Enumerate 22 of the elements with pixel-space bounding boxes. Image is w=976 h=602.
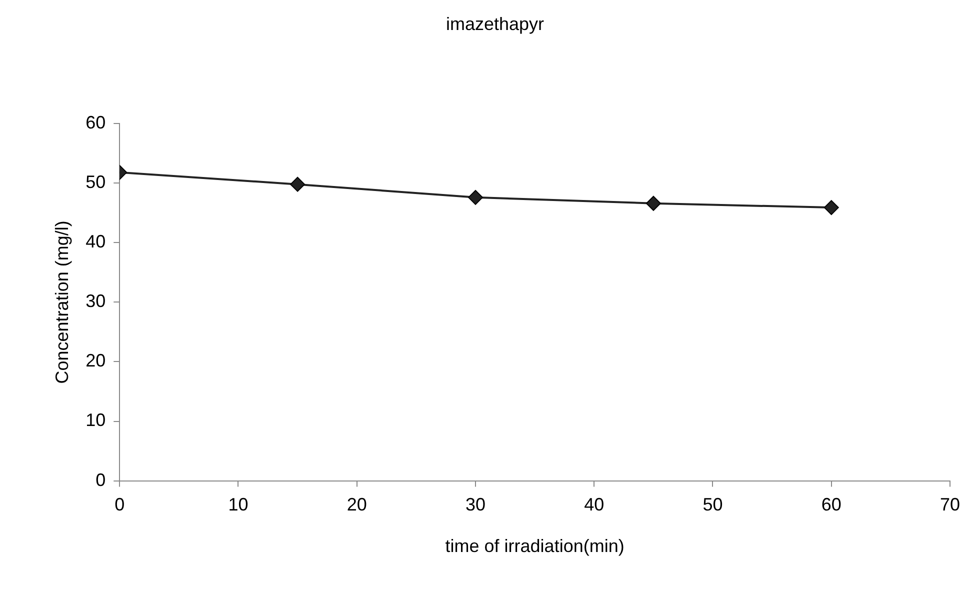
x-tick-label: 10 [228, 494, 248, 515]
x-tick-label: 40 [584, 494, 604, 515]
y-tick-label: 50 [86, 172, 106, 192]
x-axis-title: time of irradiation(min) [445, 536, 624, 556]
y-axis-title: Concentration (mg/l) [52, 220, 72, 384]
x-tick-label: 60 [821, 494, 842, 515]
point [646, 196, 661, 211]
x-tick-label: 0 [114, 494, 125, 515]
x-tick-label: 20 [346, 494, 367, 515]
x-tick-label: 30 [465, 494, 486, 515]
x-tick-label: 70 [940, 494, 960, 515]
point [468, 190, 483, 205]
chart-title: imazethapyr [446, 14, 544, 34]
point [290, 176, 306, 192]
point [824, 200, 839, 216]
y-tick-label: 40 [86, 232, 106, 252]
x-tick-label: 50 [702, 494, 723, 515]
y-tick-label: 30 [86, 291, 106, 312]
y-tick-label: 10 [86, 410, 106, 430]
y-tick-label: 60 [86, 112, 106, 133]
y-tick-label: 0 [96, 470, 106, 490]
y-tick-label: 20 [86, 350, 106, 371]
